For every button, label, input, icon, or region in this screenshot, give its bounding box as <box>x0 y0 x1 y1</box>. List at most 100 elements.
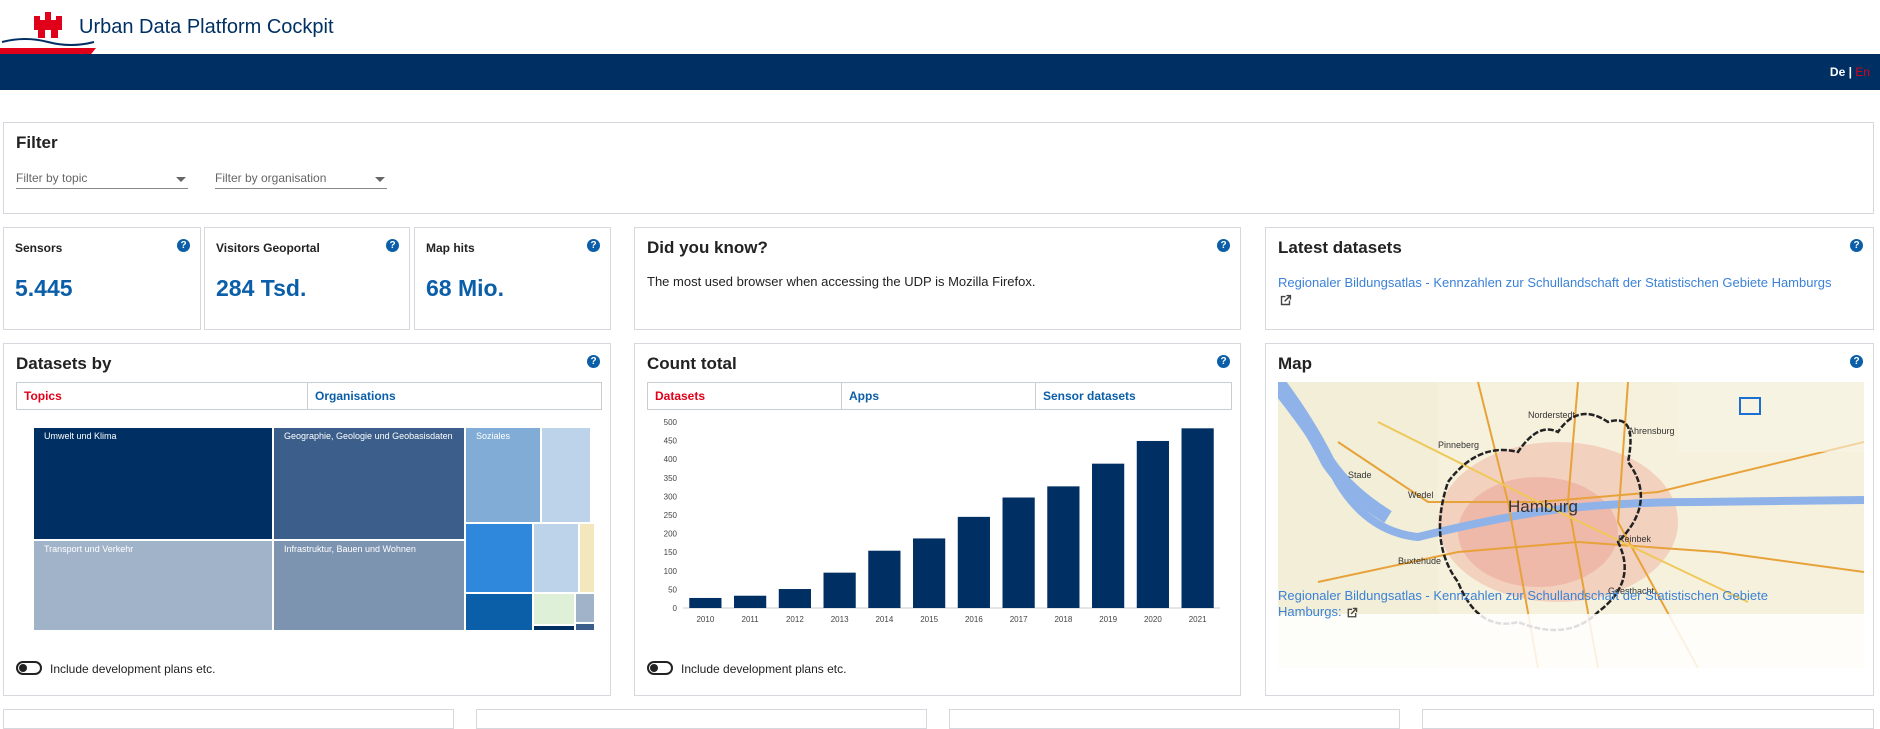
map-title: Map <box>1278 354 1312 373</box>
y-tick-label: 350 <box>664 474 678 483</box>
latest-datasets-title: Latest datasets <box>1278 238 1402 257</box>
help-icon[interactable]: ? <box>587 239 600 252</box>
x-tick-label: 2021 <box>1189 615 1207 624</box>
bottom-card <box>1422 709 1874 729</box>
x-tick-label: 2011 <box>742 615 760 624</box>
topics-treemap: Umwelt und Klima Geographie, Geologie un… <box>34 428 596 630</box>
treemap-cell[interactable] <box>534 626 574 630</box>
datasets-by-tabs: Topics Organisations <box>16 382 602 410</box>
bar[interactable] <box>957 516 990 608</box>
treemap-cell[interactable] <box>534 594 574 624</box>
lang-separator: | <box>1848 65 1852 79</box>
external-link-icon[interactable] <box>1278 293 1293 308</box>
help-icon[interactable]: ? <box>1217 355 1230 368</box>
bar[interactable] <box>1092 463 1125 608</box>
treemap-label: Soziales <box>476 431 511 441</box>
treemap-cell[interactable] <box>580 524 594 592</box>
visitors-value: 284 Tsd. <box>216 275 307 301</box>
treemap-cell[interactable]: Soziales <box>466 428 540 522</box>
organisation-filter-placeholder: Filter by organisation <box>215 171 327 185</box>
count-total-title: Count total <box>647 354 737 373</box>
x-tick-label: 2015 <box>920 615 938 624</box>
tab-topics[interactable]: Topics <box>17 383 308 409</box>
bottom-card <box>3 709 454 729</box>
bar[interactable] <box>1047 486 1080 608</box>
treemap-cell[interactable]: Infrastruktur, Bauen und Wohnen <box>274 541 464 630</box>
count-total-tabs: Datasets Apps Sensor datasets <box>647 382 1232 410</box>
map-tiles[interactable]: Hamburg Pinneberg Stade Wedel Buxtehude … <box>1278 382 1864 668</box>
bar[interactable] <box>778 589 811 608</box>
dev-plans-toggle-label: Include development plans etc. <box>50 662 216 676</box>
bar[interactable] <box>689 597 722 608</box>
external-link-icon[interactable] <box>1345 606 1359 620</box>
maphits-label: Map hits <box>426 241 475 255</box>
dev-plans-toggle[interactable] <box>647 661 673 675</box>
y-tick-label: 250 <box>664 511 678 520</box>
map-place-label: Ahrensburg <box>1628 426 1675 436</box>
bar[interactable] <box>913 538 946 608</box>
map-place-label: Pinneberg <box>1438 440 1479 450</box>
navbar: De | En <box>0 54 1880 90</box>
visitors-card: Visitors Geoportal ? 284 Tsd. <box>204 227 410 330</box>
tab-organisations[interactable]: Organisations <box>315 389 396 403</box>
dev-plans-toggle[interactable] <box>16 661 42 675</box>
help-icon[interactable]: ? <box>177 239 190 252</box>
map-view[interactable]: Hamburg Pinneberg Stade Wedel Buxtehude … <box>1278 382 1864 668</box>
map-place-label: Hamburg <box>1508 497 1578 516</box>
map-place-label: Wedel <box>1408 490 1433 500</box>
map-place-label: Reinbek <box>1618 534 1652 544</box>
help-icon[interactable]: ? <box>1850 239 1863 252</box>
x-tick-label: 2010 <box>696 615 714 624</box>
treemap-label: Geographie, Geologie und Geobasisdaten <box>284 431 453 441</box>
treemap-cell[interactable] <box>576 594 594 622</box>
help-icon[interactable]: ? <box>587 355 600 368</box>
treemap-cell[interactable]: Umwelt und Klima <box>34 428 272 539</box>
x-tick-label: 2020 <box>1144 615 1162 624</box>
topic-filter-select[interactable]: Filter by topic <box>16 167 188 189</box>
y-tick-label: 150 <box>664 548 678 557</box>
bar[interactable] <box>823 572 856 608</box>
did-you-know-card: Did you know? ? The most used browser wh… <box>634 227 1241 330</box>
bar[interactable] <box>868 550 901 608</box>
treemap-cell[interactable]: Geographie, Geologie und Geobasisdaten <box>274 428 464 539</box>
treemap-cell[interactable] <box>542 428 590 522</box>
bar[interactable] <box>1181 428 1214 608</box>
did-you-know-text: The most used browser when accessing the… <box>647 274 1036 289</box>
help-icon[interactable]: ? <box>1850 355 1863 368</box>
map-dataset-link[interactable]: Regionaler Bildungsatlas - Kennzahlen zu… <box>1278 588 1768 619</box>
y-tick-label: 450 <box>664 437 678 446</box>
toggle-knob <box>19 664 27 672</box>
language-switch: De | En <box>1830 65 1870 79</box>
x-tick-label: 2017 <box>1010 615 1028 624</box>
count-total-card: Count total ? Datasets Apps Sensor datas… <box>634 343 1241 696</box>
tab-apps[interactable]: Apps <box>842 383 1036 409</box>
x-tick-label: 2012 <box>786 615 804 624</box>
bar[interactable] <box>1136 440 1169 608</box>
x-tick-label: 2016 <box>965 615 983 624</box>
did-you-know-title: Did you know? <box>647 238 768 257</box>
organisation-filter-select[interactable]: Filter by organisation <box>215 167 387 189</box>
treemap-cell[interactable] <box>534 524 578 592</box>
latest-dataset-link-container: Regionaler Bildungsatlas - Kennzahlen zu… <box>1278 274 1878 308</box>
treemap-cell[interactable]: Transport und Verkehr <box>34 541 272 630</box>
treemap-label: Umwelt und Klima <box>44 431 117 441</box>
map-place-label: Stade <box>1348 470 1372 480</box>
tab-sensor-datasets[interactable]: Sensor datasets <box>1043 389 1136 403</box>
treemap-cell[interactable] <box>576 624 594 630</box>
latest-dataset-link[interactable]: Regionaler Bildungsatlas - Kennzahlen zu… <box>1278 275 1832 290</box>
x-tick-label: 2018 <box>1054 615 1072 624</box>
help-icon[interactable]: ? <box>386 239 399 252</box>
bar[interactable] <box>734 595 767 608</box>
treemap-cell[interactable] <box>466 594 532 630</box>
lang-en[interactable]: En <box>1855 65 1870 79</box>
chevron-down-icon <box>176 177 186 182</box>
treemap-cell[interactable] <box>466 524 532 592</box>
y-tick-label: 100 <box>664 567 678 576</box>
fullscreen-icon[interactable] <box>1739 397 1761 415</box>
count-total-chart: 0 50 100 150 200 250 300 350 400 450 500 2010 2011 20… <box>664 418 1220 624</box>
bar[interactable] <box>1002 497 1035 608</box>
y-tick-label: 400 <box>664 455 678 464</box>
help-icon[interactable]: ? <box>1217 239 1230 252</box>
tab-datasets[interactable]: Datasets <box>648 383 842 409</box>
lang-de[interactable]: De <box>1829 65 1846 79</box>
